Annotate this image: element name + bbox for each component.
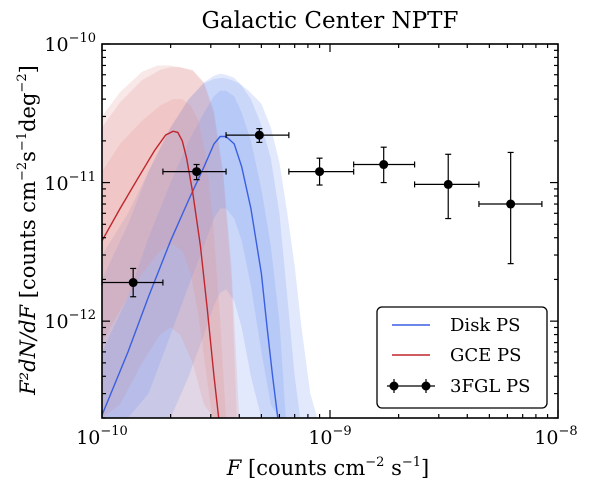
data-marker (506, 199, 516, 209)
median-lines (102, 130, 279, 418)
fgl-data-point (414, 153, 480, 220)
chart-title: Galactic Center NPTF (202, 8, 459, 34)
x-tick-label: 10−10 (76, 424, 128, 449)
legend-swatch-3fgl (387, 379, 435, 393)
data-marker (192, 167, 202, 177)
axis-ticks (101, 43, 559, 419)
y-axis-label: F²dN/dF [counts cm−2s−1deg−2] (15, 65, 40, 396)
disk-ps-band-1sigma (102, 90, 286, 418)
y-tick-label: 10−11 (44, 170, 96, 195)
disk-ps-median-line (102, 135, 279, 418)
data-marker (254, 130, 264, 140)
data-marker (379, 160, 389, 170)
disk-ps-band-3sigma (102, 77, 318, 418)
x-tick-label: 10−8 (534, 424, 577, 449)
fgl-data-point (478, 151, 543, 265)
legend-label-3fgl: 3FGL PS (450, 376, 530, 397)
fgl-data-point (162, 163, 227, 181)
fgl-data-point (101, 267, 164, 298)
data-marker (315, 167, 325, 177)
fgl-data-point (225, 128, 290, 143)
gce-ps-band-1sigma (102, 99, 226, 418)
x-axis-label: F [counts cm−2 s−1] (226, 455, 429, 480)
data-marker (443, 179, 453, 189)
x-tick-label: 10−9 (308, 424, 351, 449)
gce-ps-median-line (102, 130, 220, 418)
fgl-data-point (288, 157, 355, 186)
legend-label-disk: Disk PS (450, 315, 521, 336)
data-marker (128, 278, 138, 288)
legend-box (376, 306, 548, 409)
fgl-data-point (353, 146, 416, 184)
y-tick-label: 10−10 (44, 31, 96, 56)
y-tick-label: 10−12 (44, 308, 96, 333)
legend: Disk PS GCE PS 3FGL PS (376, 306, 548, 409)
data-points (101, 128, 543, 298)
uncertainty-bands (102, 65, 318, 418)
legend-label-gce: GCE PS (450, 345, 521, 366)
